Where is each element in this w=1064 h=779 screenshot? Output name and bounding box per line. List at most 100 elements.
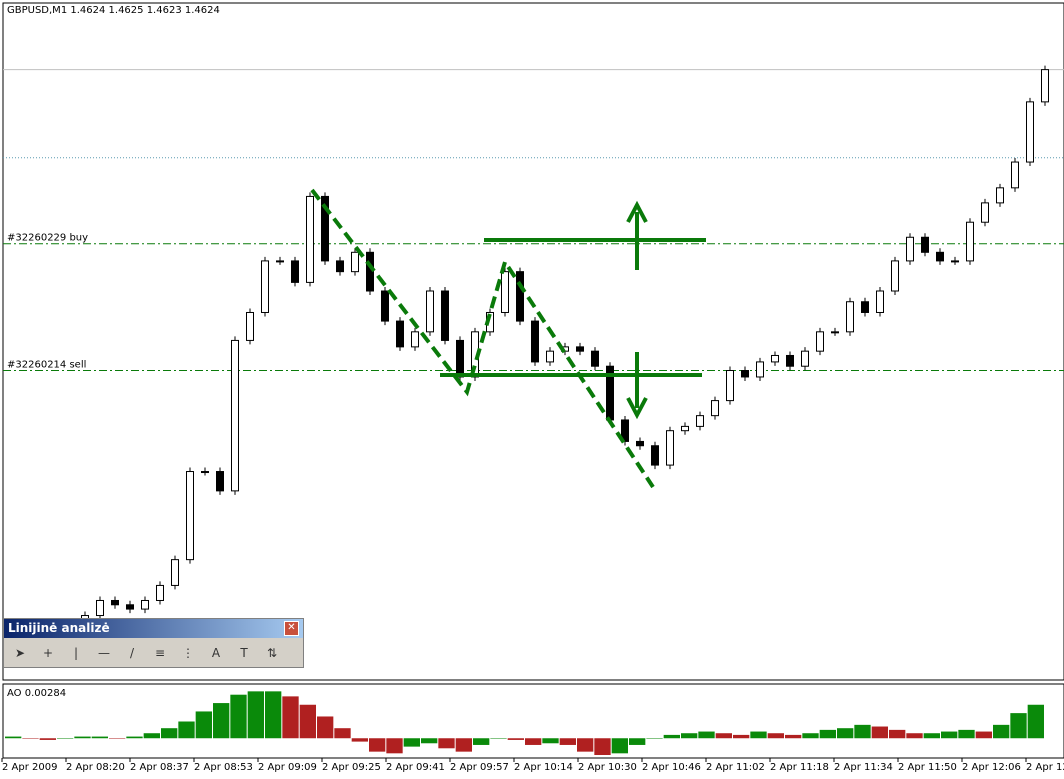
toolbar-title: Linijinė analizė ✕ — [4, 619, 303, 638]
ao-title: AO 0.00284 — [7, 688, 66, 699]
candle — [771, 354, 779, 363]
x-tick-label: 2 Apr 11:50 — [898, 762, 957, 773]
ao-plot — [5, 691, 1044, 755]
x-tick-label: 2 Apr 11:18 — [770, 762, 829, 773]
ao-bar — [369, 738, 386, 752]
x-tick-label: 2 Apr 09:09 — [258, 762, 317, 773]
cursor-tool[interactable]: ➤ — [14, 646, 26, 660]
ao-bar — [715, 733, 732, 739]
close-button[interactable]: ✕ — [284, 621, 299, 636]
candle — [576, 346, 584, 352]
toolbar-title-text: Linijinė analizė — [8, 621, 110, 635]
arrow-up-head — [626, 200, 648, 223]
candle — [696, 415, 704, 427]
candle — [171, 559, 179, 586]
candle — [906, 236, 914, 262]
arrow-tool[interactable]: ⇅ — [266, 646, 278, 660]
ao-bar — [837, 728, 854, 739]
ao-bar — [351, 738, 368, 742]
order-label: #32260214 sell — [7, 360, 86, 371]
candle — [996, 187, 1004, 204]
ao-bar — [265, 691, 282, 739]
candle — [951, 260, 959, 263]
order-label: #32260229 buy — [7, 233, 88, 244]
hline-tool[interactable]: — — [98, 646, 110, 660]
ao-bar — [1027, 704, 1044, 739]
text-tool[interactable]: A — [211, 646, 221, 660]
ao-bar — [91, 736, 108, 739]
label-tool[interactable]: T — [240, 646, 248, 660]
x-tick-label: 2 Apr 10:46 — [642, 762, 701, 773]
candle — [681, 425, 689, 432]
ao-bar — [455, 738, 472, 752]
ao-bar — [109, 738, 126, 739]
toolbar-buttons: ➤ + | — / ≡ ⋮ A T ⇅ — [4, 638, 303, 668]
ao-bar — [299, 704, 316, 739]
ao-bar — [577, 738, 594, 752]
candle — [651, 445, 659, 466]
candle — [336, 260, 344, 273]
ao-bar — [213, 703, 230, 739]
ao-bar — [646, 738, 663, 739]
x-tick-label: 2 Apr 08:53 — [194, 762, 253, 773]
candle — [876, 290, 884, 313]
candle — [186, 471, 194, 561]
x-tick-label: 2 Apr 09:57 — [450, 762, 509, 773]
ao-bar — [230, 694, 247, 739]
candle — [261, 260, 269, 313]
candle — [1026, 101, 1034, 163]
candle — [351, 251, 359, 273]
ao-bar — [473, 738, 490, 745]
candle — [891, 260, 899, 292]
candle — [306, 195, 314, 283]
x-tick-label: 2 Apr 11:34 — [834, 762, 893, 773]
ao-bar — [57, 738, 74, 739]
candle — [201, 471, 209, 474]
candle — [126, 604, 134, 610]
vline-tool[interactable]: | — [73, 646, 79, 660]
chart-title: GBPUSD,M1 1.4624 1.4625 1.4623 1.4624 — [7, 5, 220, 16]
ao-bar — [386, 738, 403, 754]
candle — [936, 251, 944, 262]
ao-bar — [854, 724, 871, 739]
candle — [1011, 161, 1019, 189]
ao-bar — [889, 729, 906, 739]
ao-bar — [178, 721, 195, 739]
ao-bar — [698, 731, 715, 739]
ao-bar — [161, 728, 178, 739]
x-tick-label: 2 Apr 11:02 — [706, 762, 765, 773]
fibo-tool[interactable]: ⋮ — [182, 646, 194, 660]
x-tick-label: 2 Apr 10:14 — [514, 762, 573, 773]
trendline-tool[interactable]: / — [129, 646, 135, 660]
x-tick-label: 2 Apr 09:25 — [322, 762, 381, 773]
candle — [666, 430, 674, 466]
ao-bar — [923, 733, 940, 739]
crosshair-tool[interactable]: + — [42, 646, 54, 660]
candle — [111, 599, 119, 606]
candle — [546, 350, 554, 363]
candle — [231, 339, 239, 492]
candle — [591, 350, 599, 367]
candle — [636, 440, 644, 447]
ao-bar — [733, 734, 750, 739]
ao-panel — [2, 683, 1064, 759]
ao-bar — [542, 738, 559, 744]
candle — [831, 331, 839, 334]
candle — [456, 339, 464, 378]
candle — [921, 236, 929, 253]
candle — [246, 311, 254, 341]
ao-bar — [993, 724, 1010, 739]
arrow-down-head — [626, 397, 648, 420]
candle — [321, 195, 329, 262]
ao-bar — [559, 738, 576, 745]
candle — [531, 320, 539, 363]
candle — [966, 221, 974, 262]
ao-bar — [5, 736, 22, 739]
ao-bar — [629, 738, 646, 745]
candle — [96, 599, 104, 617]
ao-bar — [195, 711, 212, 739]
ao-bar — [611, 738, 628, 754]
ao-bar — [247, 691, 264, 739]
channel-tool[interactable]: ≡ — [154, 646, 166, 660]
